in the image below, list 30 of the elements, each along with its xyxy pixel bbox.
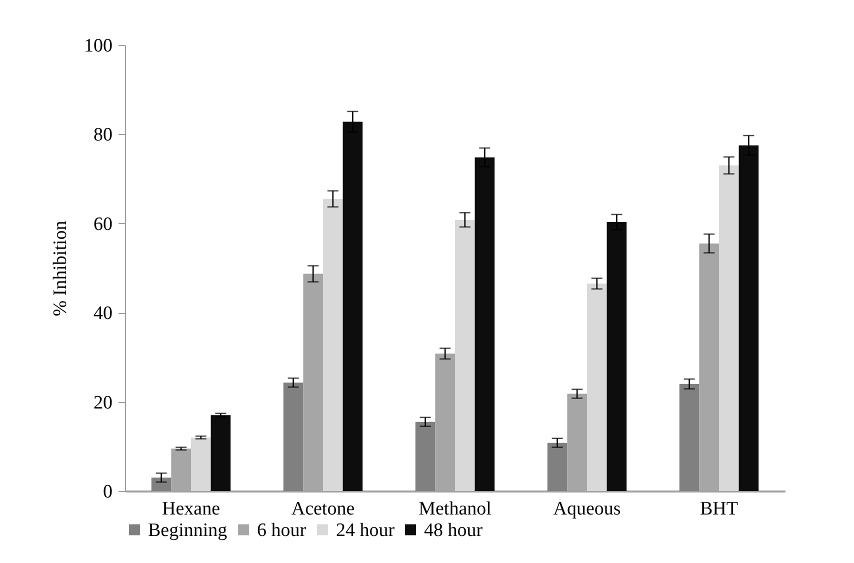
legend-label: 24 hour [336, 520, 396, 541]
x-tick-label: BHT [700, 498, 738, 520]
bar [323, 198, 343, 491]
x-tick-label: Acetone [291, 498, 355, 520]
y-tick-label: 20 [94, 392, 112, 414]
bar [587, 284, 607, 491]
bar [719, 165, 739, 491]
x-tick-label: Hexane [162, 498, 220, 520]
legend-label: 6 hour [257, 520, 307, 541]
bar [738, 145, 759, 491]
legend-label: 48 hour [424, 520, 484, 541]
legend-label: Beginning [148, 520, 228, 541]
x-tick-label: Aqueous [553, 498, 621, 520]
bar [191, 437, 211, 491]
x-tick-label: Methanol [418, 498, 492, 520]
bar [342, 122, 363, 491]
bar [283, 382, 304, 491]
bar [547, 442, 568, 491]
bar [679, 384, 700, 491]
y-tick-label: 60 [94, 214, 112, 235]
y-tick-label: 0 [103, 482, 112, 502]
bar [474, 157, 495, 491]
bar [415, 422, 436, 491]
y-tick-label: 100 [84, 36, 112, 56]
y-tick-label: 80 [94, 124, 112, 146]
y-axis-title: % Inhibition [50, 220, 71, 316]
bar [606, 222, 627, 491]
y-tick-label: 40 [94, 303, 112, 324]
bar [151, 478, 172, 491]
bar [455, 220, 475, 491]
